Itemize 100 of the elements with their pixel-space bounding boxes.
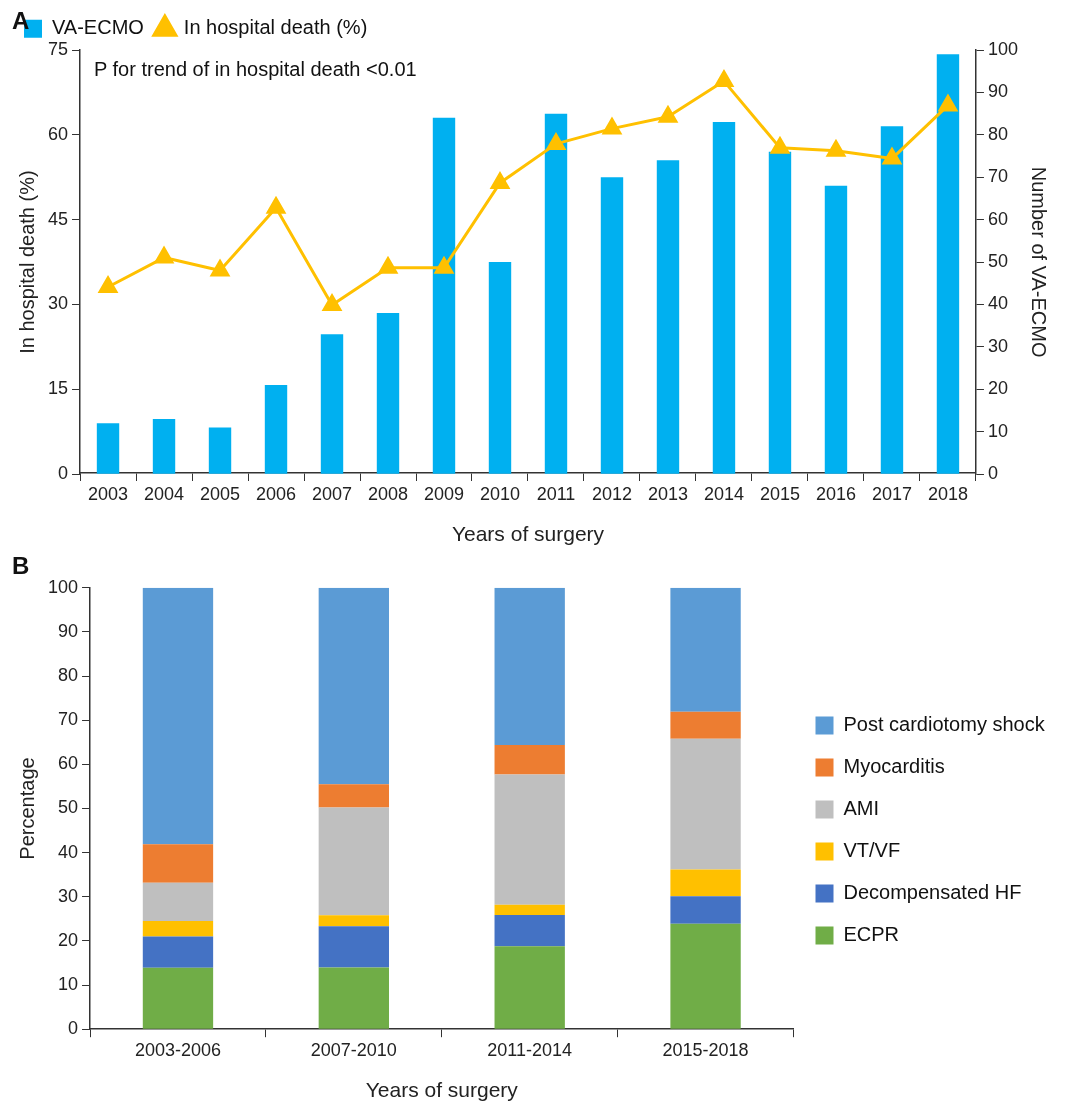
- bar: [494, 904, 565, 915]
- bar: [656, 160, 680, 474]
- bar: [670, 711, 741, 739]
- x-tick-label: 2007-2010: [310, 1039, 397, 1060]
- x-tick-label: 2007: [311, 483, 353, 504]
- point: [882, 148, 902, 165]
- y-tick-label: 45: [47, 208, 69, 229]
- bar: [670, 587, 741, 712]
- x-tick-label: 2006: [255, 483, 297, 504]
- point: [826, 140, 846, 157]
- x-tick-label: 2012: [591, 483, 633, 504]
- point: [154, 247, 174, 264]
- chart-title: B: [12, 552, 30, 580]
- bar: [494, 774, 565, 905]
- x-tick-label: 2009: [423, 483, 465, 504]
- bar: [318, 784, 390, 808]
- point: [770, 137, 790, 154]
- y2-tick-label: 100: [987, 38, 1019, 59]
- legend-label: Myocarditis: [843, 755, 945, 778]
- bar: [670, 869, 741, 897]
- bar: [142, 844, 214, 883]
- x-tick-label: 2016: [815, 483, 856, 504]
- bar: [494, 587, 565, 745]
- bar: [936, 54, 960, 474]
- y2-tick-label: 60: [987, 208, 1008, 229]
- y-tick-label: 20: [58, 929, 79, 950]
- y2-axis-title: Number of VA-ECMO: [1028, 166, 1051, 358]
- bar: [142, 936, 214, 968]
- bar: [142, 921, 214, 937]
- bar: [318, 587, 390, 785]
- x-tick-label: 2014: [703, 483, 745, 504]
- x-tick-label: 2005: [199, 483, 241, 504]
- y-tick-label: 0: [58, 463, 69, 484]
- x-tick-label: 2015: [759, 483, 800, 504]
- y2-tick-label: 70: [987, 166, 1008, 187]
- x-tick-label: 2017: [871, 483, 912, 504]
- y-tick-label: 50: [58, 797, 79, 818]
- bar: [264, 385, 288, 474]
- bar: [142, 587, 214, 845]
- x-tick-label: 2013: [647, 483, 689, 504]
- legend-label: Decompensated HF: [843, 881, 1022, 904]
- bar: [494, 946, 565, 1029]
- bar: [208, 427, 232, 474]
- bar: [712, 122, 736, 474]
- legend-label: AMI: [843, 797, 880, 820]
- x-axis-title: Years of surgery: [365, 1078, 519, 1102]
- x-tick-label: 2011: [536, 483, 576, 504]
- y2-tick-label: 50: [987, 251, 1008, 272]
- y2-tick-label: 90: [987, 81, 1008, 102]
- bar: [670, 896, 741, 924]
- legend-label: VT/VF: [843, 839, 901, 862]
- bar: [96, 423, 120, 474]
- point: [266, 197, 286, 214]
- bar: [670, 738, 741, 870]
- y-axis-title: Percentage: [15, 757, 38, 860]
- y2-tick-label: 20: [987, 378, 1008, 399]
- bar: [600, 177, 624, 474]
- bar: [320, 334, 344, 474]
- y-tick-label: 60: [58, 753, 79, 774]
- bar: [318, 967, 390, 1029]
- point: [490, 172, 510, 189]
- y-tick-label: 40: [58, 841, 79, 862]
- bar: [494, 914, 565, 947]
- bar: [318, 915, 390, 927]
- y2-tick-label: 80: [987, 123, 1008, 144]
- x-tick-label: 2004: [143, 483, 185, 504]
- y2-tick-label: 40: [987, 293, 1008, 314]
- chart-title: A: [12, 7, 30, 35]
- legend-label: VA-ECMO: [52, 16, 144, 39]
- x-tick-label: 2015-2018: [662, 1039, 749, 1060]
- x-tick-label: 2010: [479, 483, 521, 504]
- y-tick-label: 90: [58, 620, 79, 641]
- bar: [824, 185, 848, 474]
- bar: [152, 419, 176, 474]
- point: [322, 294, 342, 312]
- legend-label: In hospital death (%): [183, 16, 368, 39]
- point: [210, 260, 230, 277]
- y-tick-label: 30: [58, 885, 79, 906]
- y-tick-label: 100: [47, 576, 79, 597]
- x-tick-label: 2011-2014: [487, 1039, 573, 1060]
- point: [602, 118, 622, 135]
- x-tick-label: 2008: [367, 483, 409, 504]
- point: [938, 94, 958, 112]
- x-tick-label: 2018: [927, 483, 968, 504]
- y2-tick-label: 10: [987, 420, 1008, 441]
- y-tick-label: 10: [58, 974, 79, 995]
- y-tick-label: 75: [47, 38, 69, 59]
- point: [98, 276, 118, 293]
- y-tick-label: 70: [58, 709, 79, 730]
- bar: [318, 807, 390, 916]
- bar: [142, 882, 214, 922]
- y-tick-label: 15: [47, 378, 69, 399]
- legend-label: Post cardiotomy shock: [843, 713, 1046, 736]
- point: [434, 257, 454, 274]
- x-axis-title: Years of surgery: [451, 522, 605, 545]
- bar: [768, 151, 792, 474]
- bar: [432, 117, 456, 474]
- y-tick-label: 80: [58, 665, 79, 686]
- point: [658, 106, 678, 123]
- x-tick-label: 2003: [88, 483, 129, 504]
